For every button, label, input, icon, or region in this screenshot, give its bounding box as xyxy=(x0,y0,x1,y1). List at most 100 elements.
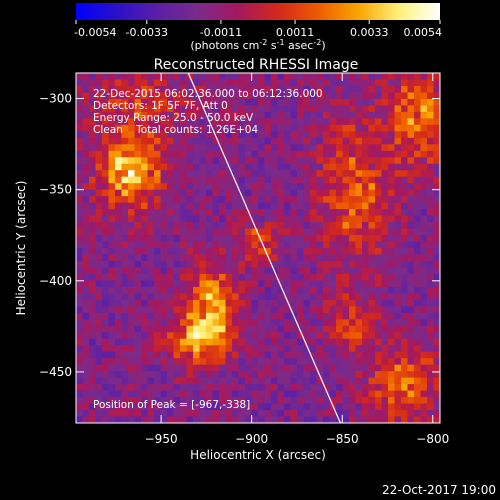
heatmap-cell xyxy=(219,319,226,327)
heatmap-cell xyxy=(102,235,109,242)
heatmap-cell xyxy=(147,209,155,216)
heatmap-cell xyxy=(121,390,129,398)
heatmap-cell xyxy=(225,351,233,359)
heatmap-cell xyxy=(173,403,181,411)
heatmap-cell xyxy=(271,118,278,126)
heatmap-cell xyxy=(102,209,109,216)
heatmap-cell xyxy=(433,358,441,366)
heatmap-cell xyxy=(232,364,239,372)
heatmap-cell xyxy=(323,124,330,132)
heatmap-cell xyxy=(264,98,272,106)
heatmap-cell xyxy=(102,105,109,113)
heatmap-cell xyxy=(316,364,324,372)
heatmap-cell xyxy=(394,163,402,171)
heatmap-cell xyxy=(102,215,109,223)
heatmap-cell xyxy=(245,306,252,314)
heatmap-cell xyxy=(206,222,213,229)
heatmap-cell xyxy=(173,118,181,126)
heatmap-cell xyxy=(414,325,421,333)
heatmap-cell xyxy=(141,384,148,391)
heatmap-cell xyxy=(407,254,415,262)
heatmap-cell xyxy=(375,183,382,191)
heatmap-cell xyxy=(108,202,116,210)
heatmap-cell xyxy=(420,124,428,132)
heatmap-cell xyxy=(160,377,168,385)
heatmap-cell xyxy=(128,397,135,404)
heatmap-cell xyxy=(102,254,109,262)
heatmap-cell xyxy=(173,215,181,223)
heatmap-cell xyxy=(212,267,220,275)
heatmap-cell xyxy=(323,403,330,411)
heatmap-cell xyxy=(173,364,181,372)
heatmap-cell xyxy=(310,170,317,178)
heatmap-cell xyxy=(154,176,161,184)
heatmap-cell xyxy=(355,176,363,184)
heatmap-cell xyxy=(89,280,96,288)
heatmap-cell xyxy=(297,137,304,145)
heatmap-cell xyxy=(381,351,389,359)
heatmap-cell xyxy=(381,137,389,145)
heatmap-cell xyxy=(199,319,207,327)
heatmap-cell xyxy=(407,131,415,139)
heatmap-cell xyxy=(108,241,116,249)
heatmap-cell xyxy=(76,286,83,294)
heatmap-cell xyxy=(316,345,324,353)
heatmap-cell xyxy=(349,170,356,178)
heatmap-cell xyxy=(349,150,356,158)
heatmap-cell xyxy=(316,390,324,398)
heatmap-cell xyxy=(225,118,233,126)
heatmap-cell xyxy=(329,364,337,372)
heatmap-cell xyxy=(349,105,356,113)
heatmap-cell xyxy=(173,410,181,417)
heatmap-cell xyxy=(368,157,376,165)
heatmap-cell xyxy=(95,306,103,314)
heatmap-cell xyxy=(433,85,441,93)
heatmap-cell xyxy=(102,377,109,385)
heatmap-cell xyxy=(264,163,272,171)
heatmap-cell xyxy=(427,248,434,255)
heatmap-cell xyxy=(394,397,402,404)
heatmap-cell xyxy=(82,79,90,87)
heatmap-cell xyxy=(141,137,148,145)
heatmap-cell xyxy=(329,79,337,87)
heatmap-cell xyxy=(147,319,155,327)
heatmap-cell xyxy=(303,397,311,404)
heatmap-cell xyxy=(89,85,96,93)
heatmap-cell xyxy=(245,222,252,229)
heatmap-cell xyxy=(303,403,311,411)
heatmap-cell xyxy=(160,144,168,152)
heatmap-cell xyxy=(225,377,233,385)
heatmap-cell xyxy=(401,403,408,411)
heatmap-cell xyxy=(167,416,174,424)
heatmap-cell xyxy=(297,163,304,171)
heatmap-cell xyxy=(329,319,337,327)
heatmap-cell xyxy=(303,325,311,333)
heatmap-cell xyxy=(134,228,142,236)
heatmap-cell xyxy=(349,345,356,353)
heatmap-cell xyxy=(89,377,96,385)
heatmap-cell xyxy=(251,79,259,87)
heatmap-cell xyxy=(225,371,233,379)
heatmap-cell xyxy=(89,189,96,197)
heatmap-cell xyxy=(219,105,226,113)
heatmap-cell xyxy=(381,118,389,126)
heatmap-cell xyxy=(271,196,278,204)
heatmap-cell xyxy=(349,189,356,197)
heatmap-cell xyxy=(167,364,174,372)
heatmap-cell xyxy=(141,260,148,268)
heatmap-cell xyxy=(349,209,356,216)
heatmap-cell xyxy=(258,306,265,314)
heatmap-cell xyxy=(121,170,129,178)
heatmap-cell xyxy=(427,241,434,249)
heatmap-cell xyxy=(219,299,226,307)
info-peak: Position of Peak = [-967,-338] xyxy=(93,399,250,411)
heatmap-cell xyxy=(225,293,233,301)
heatmap-cell xyxy=(128,325,135,333)
heatmap-cell xyxy=(381,196,389,204)
heatmap-cell xyxy=(199,273,207,281)
heatmap-cell xyxy=(238,390,246,398)
heatmap-cell xyxy=(102,163,109,171)
heatmap-cell xyxy=(264,377,272,385)
heatmap-cell xyxy=(82,397,90,404)
heatmap-cell xyxy=(381,73,389,80)
